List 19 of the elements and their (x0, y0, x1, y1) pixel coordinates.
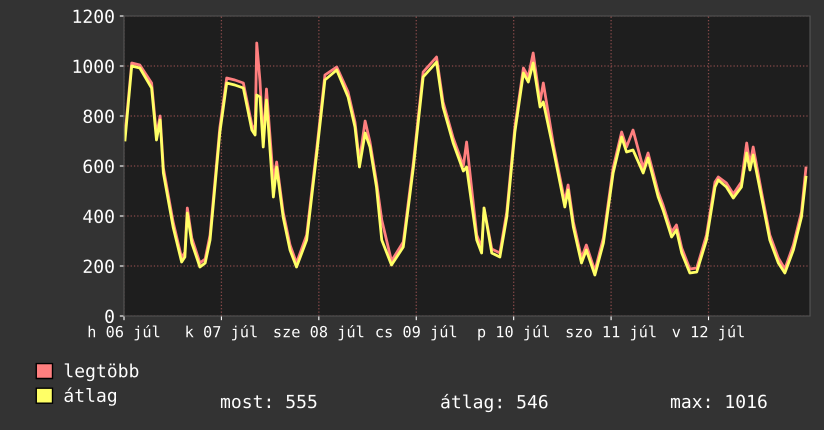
y-tick-label: 800 (84, 110, 114, 124)
x-tick-label: p 10 júl (478, 325, 549, 340)
y-tick-label: 1200 (74, 10, 114, 24)
y-tick-label: 400 (83, 210, 114, 224)
x-tick-label: szo 11 júl (566, 325, 656, 340)
x-tick-label: v 12 júl (672, 325, 744, 340)
y-tick-label: 200 (84, 260, 114, 274)
x-tick-label: cs 09 júl (376, 325, 456, 340)
text: átlag: 546 (441, 394, 548, 412)
text: max: 1016 (670, 394, 767, 408)
x-tick-label: sze 08 júl (274, 325, 364, 340)
legend-label: átlag (64, 387, 116, 406)
y-tick-label: 1000 (74, 60, 114, 74)
y-tick-label: 600 (84, 160, 114, 174)
legend-label: legtöbb (64, 363, 138, 382)
x-tick-label: h 06 júl (88, 325, 160, 340)
x-tick-label: k 07 júl (186, 325, 257, 340)
text: most: 555 (220, 394, 316, 408)
y-tick-label: 0 (105, 310, 114, 324)
